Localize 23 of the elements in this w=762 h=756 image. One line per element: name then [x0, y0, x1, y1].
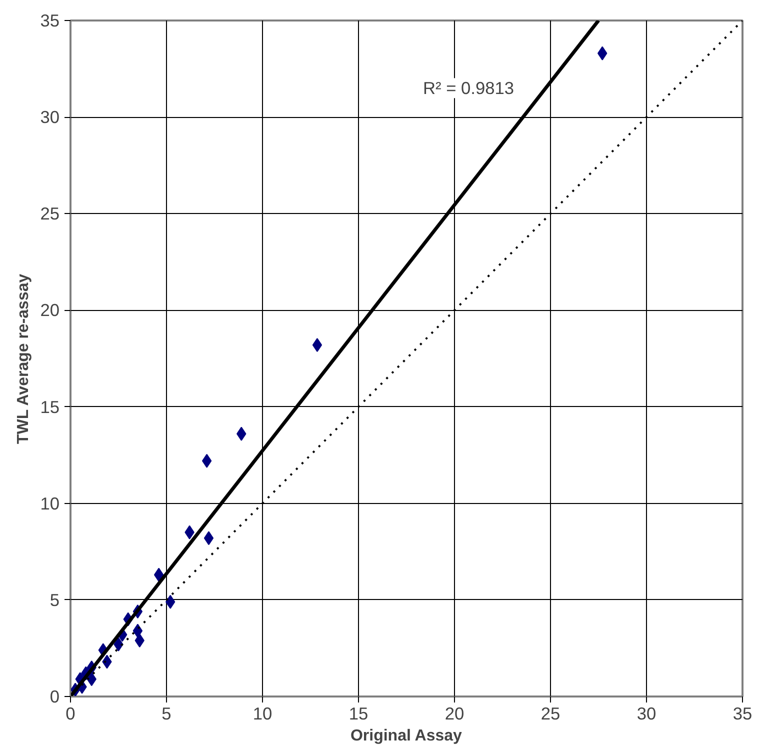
point — [312, 338, 322, 352]
point — [202, 454, 212, 468]
y-axis-title: TWL Average re-assay — [15, 274, 32, 444]
y-tick-label: 5 — [50, 590, 60, 610]
x-tick-label: 10 — [252, 704, 272, 724]
x-tick-label: 5 — [162, 704, 172, 724]
x-axis-title: Original Assay — [350, 728, 462, 744]
y-tick-label: 35 — [40, 10, 60, 30]
y-tick-label: 20 — [40, 300, 60, 320]
x-tick-label: 0 — [66, 704, 76, 724]
point — [154, 568, 164, 582]
x-tick-label: 20 — [444, 704, 464, 724]
y-tick-label: 30 — [40, 107, 60, 128]
x-tick-label: 25 — [540, 704, 560, 724]
x-tick-label: 35 — [732, 704, 752, 724]
y-tick-label: 10 — [40, 493, 60, 514]
y-tick-label: 0 — [50, 686, 60, 706]
annotation: R² = 0.9813 — [422, 78, 514, 98]
y-tick-label: 25 — [40, 204, 60, 224]
x-tick-label: 15 — [348, 704, 368, 724]
y-tick-label: 15 — [40, 396, 60, 417]
point — [204, 531, 214, 546]
x-tick-label: 30 — [636, 704, 656, 724]
